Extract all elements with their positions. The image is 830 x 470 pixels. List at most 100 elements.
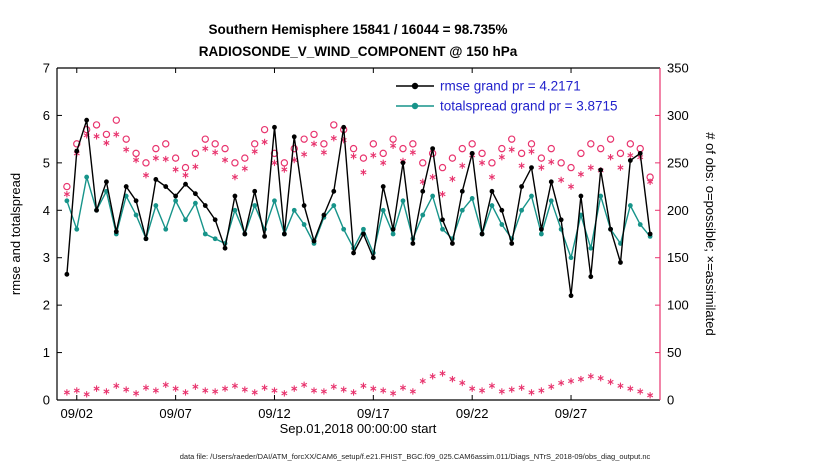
obs-asterisk-marker bbox=[488, 175, 495, 180]
data-point-dot bbox=[578, 193, 584, 199]
data-point-dot bbox=[647, 231, 653, 237]
obs-asterisk-marker bbox=[439, 192, 446, 197]
obs-asterisk-marker bbox=[182, 173, 189, 178]
left-axis-tick-label: 5 bbox=[43, 155, 50, 170]
x-axis-tick-label: 09/12 bbox=[258, 406, 291, 421]
data-point-dot bbox=[420, 212, 426, 218]
x-axis-label: Sep.01,2018 00:00:00 start bbox=[280, 421, 437, 436]
data-point-dot bbox=[84, 174, 90, 180]
obs-asterisk-marker bbox=[63, 390, 70, 395]
obs-asterisk-marker bbox=[587, 374, 594, 379]
obs-asterisk-marker bbox=[370, 386, 377, 391]
obs-possible-marker bbox=[409, 140, 417, 148]
obs-possible-marker bbox=[211, 140, 219, 148]
obs-asterisk-marker bbox=[182, 390, 189, 395]
obs-asterisk-marker bbox=[360, 383, 367, 388]
obs-possible-marker bbox=[231, 159, 239, 167]
obs-asterisk-marker bbox=[439, 371, 446, 376]
obs-asterisk-marker bbox=[172, 386, 179, 391]
obs-possible-marker bbox=[537, 154, 546, 162]
obs-possible-marker bbox=[399, 144, 407, 153]
obs-possible-marker bbox=[359, 154, 368, 162]
data-point-dot bbox=[291, 134, 297, 140]
obs-asterisk-marker bbox=[103, 140, 110, 146]
data-point-dot bbox=[380, 207, 386, 213]
obs-asterisk-marker bbox=[350, 390, 357, 395]
data-point-dot bbox=[558, 217, 564, 223]
obs-asterisk-marker bbox=[291, 386, 298, 391]
right-axis-tick-label: 200 bbox=[667, 203, 689, 218]
data-point-dot bbox=[331, 188, 337, 194]
data-point-dot bbox=[321, 212, 327, 218]
obs-asterisk-marker bbox=[429, 374, 436, 379]
obs-asterisk-marker bbox=[320, 389, 327, 394]
data-point-dot bbox=[489, 203, 495, 208]
left-axis-tick-label: 7 bbox=[43, 61, 50, 76]
left-axis-tick-label: 0 bbox=[43, 393, 50, 408]
obs-asterisk-marker bbox=[380, 160, 387, 165]
data-point-dot bbox=[548, 179, 554, 185]
data-point-dot bbox=[380, 184, 386, 189]
left-axis-tick-label: 6 bbox=[43, 108, 50, 123]
obs-asterisk-marker bbox=[251, 149, 258, 154]
data-point-dot bbox=[509, 241, 515, 246]
data-point-dot bbox=[163, 226, 169, 232]
data-point-dot bbox=[64, 271, 70, 277]
left-axis-tick-label: 1 bbox=[43, 345, 50, 360]
left-axis-tick-label: 3 bbox=[43, 250, 50, 265]
obs-asterisk-marker bbox=[488, 383, 495, 388]
data-point-dot bbox=[173, 193, 179, 199]
obs-asterisk-marker bbox=[617, 383, 624, 388]
data-point-dot bbox=[252, 203, 258, 208]
obs-possible-marker bbox=[132, 149, 140, 158]
obs-possible-marker bbox=[92, 121, 101, 129]
data-point-dot bbox=[232, 193, 238, 199]
data-point-dot bbox=[252, 188, 258, 194]
obs-possible-marker bbox=[181, 163, 190, 172]
data-point-dot bbox=[311, 238, 317, 244]
obs-possible-marker bbox=[547, 144, 555, 153]
legend: rmse grand pr = 4.2171 totalspread grand… bbox=[396, 79, 618, 114]
obs-asterisk-marker bbox=[142, 385, 150, 390]
data-point-dot bbox=[272, 124, 277, 130]
data-point-dot bbox=[123, 184, 129, 189]
obs-possible-marker bbox=[201, 135, 209, 143]
obs-possible-marker bbox=[142, 159, 150, 167]
obs-asterisk-marker bbox=[409, 150, 416, 155]
obs-asterisk-marker bbox=[538, 388, 545, 393]
obs-asterisk-marker bbox=[419, 378, 426, 384]
obs-possible-marker bbox=[438, 163, 447, 172]
legend-swatch-marker-0 bbox=[411, 82, 419, 90]
obs-possible-marker bbox=[349, 144, 358, 153]
obs-asterisk-marker bbox=[429, 175, 436, 180]
obs-asterisk-marker bbox=[63, 192, 70, 197]
data-point-dot bbox=[183, 217, 188, 223]
obs-asterisk-marker bbox=[281, 391, 288, 396]
obs-asterisk-marker bbox=[340, 387, 347, 392]
data-point-dot bbox=[627, 158, 633, 163]
data-point-dot bbox=[420, 188, 426, 194]
obs-possible-marker bbox=[102, 130, 111, 139]
obs-asterisk-marker bbox=[281, 167, 288, 172]
obs-asterisk-marker bbox=[142, 173, 150, 178]
data-point-dot bbox=[637, 150, 643, 156]
obs-possible-marker bbox=[251, 140, 259, 148]
data-point-dot bbox=[212, 217, 218, 223]
data-point-dot bbox=[459, 207, 465, 213]
right-axis-tick-label: 350 bbox=[667, 61, 689, 76]
obs-asterisk-marker bbox=[637, 389, 644, 394]
data-point-dot bbox=[272, 198, 277, 204]
data-point-dot bbox=[598, 193, 604, 199]
data-point-dot bbox=[361, 226, 366, 232]
x-axis-tick-label: 09/27 bbox=[555, 406, 588, 421]
y-axis-label-left: rmse and totalspread bbox=[8, 173, 23, 295]
data-point-dot bbox=[588, 274, 594, 280]
obs-asterisk-marker bbox=[113, 132, 120, 137]
data-point-dot bbox=[361, 231, 366, 237]
data-point-dot bbox=[143, 236, 149, 242]
obs-possible-marker bbox=[389, 135, 397, 143]
obs-possible-marker bbox=[191, 149, 200, 158]
data-point-dot bbox=[618, 260, 623, 265]
